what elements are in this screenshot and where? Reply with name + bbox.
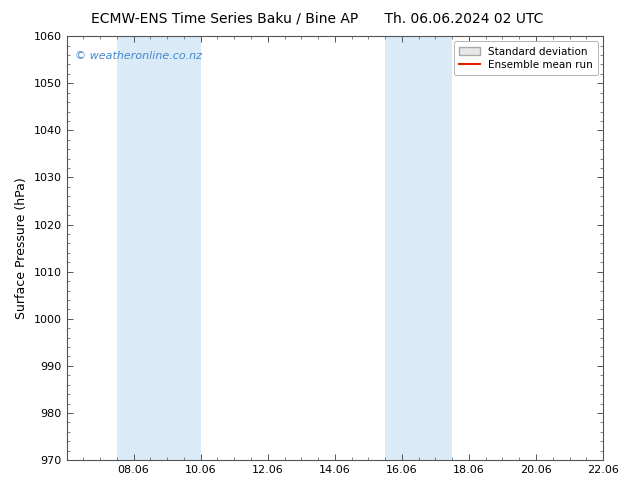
- Legend: Standard deviation, Ensemble mean run: Standard deviation, Ensemble mean run: [453, 41, 598, 75]
- Bar: [385, 36, 452, 460]
- Text: ECMW-ENS Time Series Baku / Bine AP      Th. 06.06.2024 02 UTC: ECMW-ENS Time Series Baku / Bine AP Th. …: [91, 11, 543, 25]
- Bar: [117, 36, 201, 460]
- Y-axis label: Surface Pressure (hPa): Surface Pressure (hPa): [15, 177, 28, 319]
- Text: © weatheronline.co.nz: © weatheronline.co.nz: [75, 51, 202, 61]
